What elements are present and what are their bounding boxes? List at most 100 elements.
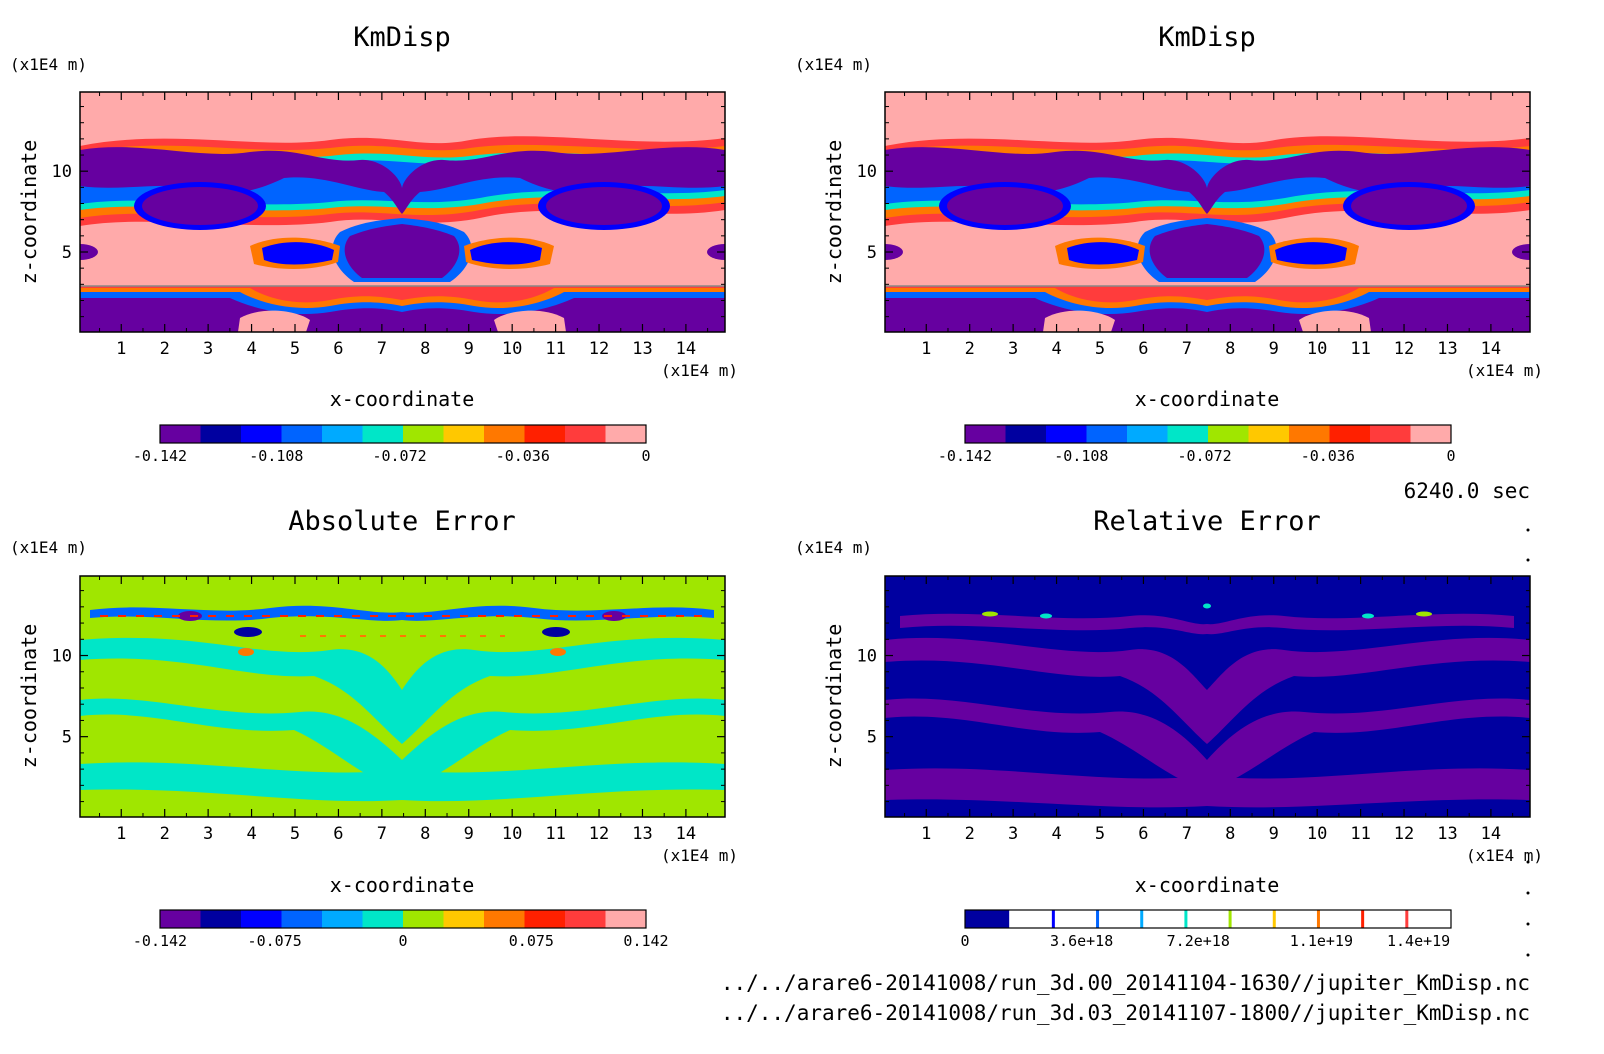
colorbar-swatch [281,910,323,928]
edge-marks [1526,528,1530,957]
x-tick-label: 10 [502,824,522,844]
colorbar-swatch [362,910,404,928]
x-tick-label: 3 [203,339,213,359]
colorbar-swatch [965,425,1006,443]
colorbar-swatch [1167,425,1209,443]
source-file-1: ../../arare6-20141008/run_3d.00_20141104… [721,971,1530,995]
x-tick-label: 7 [377,824,387,844]
colorbar-swatch [362,425,404,443]
colorbar-swatch [322,425,363,443]
field-patches-purple [885,637,1530,744]
x-axis: 1 2 3 4 5 6 7 8 9 10 11 12 13 14 [904,576,1514,844]
x-tick-label: 10 [1307,824,1327,844]
panel-title: Absolute Error [288,506,516,537]
time-label: 6240.0 sec [1404,479,1530,503]
field-error-spot [1040,613,1052,619]
x-tick-label: 13 [632,339,652,359]
colorbar: -0.142 -0.108 -0.072 -0.036 0 [133,424,651,465]
colorbar-tick-label: 0.142 [623,932,668,950]
panel-title: KmDisp [1158,22,1256,53]
x-tick-label: 2 [160,339,170,359]
colorbar-swatch [524,425,566,443]
x-tick-label: 11 [545,824,565,844]
x-tick-label: 1 [116,339,126,359]
colorbar-swatch [1208,425,1249,443]
x-tick-label: 9 [1269,824,1279,844]
x-tick-label: 1 [116,824,126,844]
panel-title: Relative Error [1093,506,1321,537]
field-streaks-cyan [80,637,725,744]
heatmap-field [80,92,725,332]
field-error-spot [1203,603,1211,609]
colorbar: -0.142 -0.108 -0.072 -0.036 0 [938,424,1456,465]
y-tick-label: 5 [867,728,877,748]
x-unit-label: (x1E4 m) [1466,361,1543,380]
x-tick-label: 4 [246,339,256,359]
panel-kmdisp-left: KmDisp (x1E4 m) [10,22,738,465]
y-axis-label: z-coordinate [822,624,846,769]
colorbar-tick-label: 0 [641,447,650,465]
field-eddy-right-core [1351,187,1467,225]
y-unit-label: (x1E4 m) [10,55,87,74]
colorbar-tick-label: -0.075 [248,932,302,950]
x-tick-label: 14 [676,339,696,359]
x-tick-label: 14 [1481,339,1501,359]
colorbar-tick-label: 7.2e+18 [1167,932,1230,950]
x-unit-label: (x1E4 m) [661,846,738,865]
y-axis: 5 10 [857,106,1530,318]
field-wing-left-core [262,242,334,265]
plot-frame [79,575,726,818]
y-unit-label: (x1E4 m) [795,538,872,557]
x-tick-label: 9 [464,824,474,844]
field-bottom-gap-left [1043,310,1115,332]
colorbar-tick-label: -0.142 [938,447,992,465]
colorbar-frame [964,909,1452,929]
field-error-spot [982,611,998,617]
panel-absolute-error: Absolute Error (x1E4 m) 1 2 3 4 5 6 7 8 9 10 11 12 1… [10,506,738,950]
colorbar-tick-label: -0.072 [1177,447,1231,465]
colorbar: -0.142 -0.075 0 0.075 0.142 [133,909,669,950]
x-tick-label: 8 [420,339,430,359]
panel-relative-error: Relative Error (x1E4 m) 1 2 3 4 5 6 7 8 9 10 11 12 1… [795,506,1543,950]
colorbar-swatch [1329,425,1371,443]
field-error-spot [550,648,566,656]
colorbar-swatch [241,425,282,443]
colorbar-swatch [1127,425,1168,443]
x-axis: 1 2 3 4 5 6 7 8 9 10 11 12 13 14 [99,92,709,359]
edge-mark [1526,953,1530,957]
x-tick-label: 12 [589,824,609,844]
heatmap-field-copy [885,92,1530,332]
colorbar-swatch [565,425,606,443]
field-eddy-left-core [947,187,1063,225]
x-axis-label: x-coordinate [330,873,475,897]
x-tick-label: 3 [1008,339,1018,359]
x-tick-label: 5 [290,824,300,844]
colorbar-swatch [403,425,444,443]
x-tick-label: 10 [1307,339,1327,359]
colorbar-tick-label: -0.036 [1301,447,1355,465]
field-central-stem-core [344,224,460,278]
field-error-spot [238,648,254,656]
y-tick-label: 5 [62,243,72,263]
edge-mark [1526,860,1530,864]
colorbar-swatch [443,425,485,443]
field-lobe-upper [885,147,1530,214]
colorbar-swatch [200,425,242,443]
field-band-top [80,92,725,128]
x-tick-label: 1 [921,339,931,359]
field-wing-right-core [1275,242,1347,265]
plot-frame [884,575,1531,818]
x-tick-label: 5 [1095,824,1105,844]
field-eddy-left-core [142,187,258,225]
colorbar-swatch [965,910,1010,928]
x-tick-label: 6 [1138,339,1148,359]
colorbar-swatch [1410,425,1452,443]
colorbar-frame [159,424,647,444]
colorbar-swatch [565,910,606,928]
field-error-spot [1362,613,1374,619]
field-streaks-cyan-low [80,698,725,790]
x-tick-label: 8 [420,824,430,844]
field-error-spot [1416,611,1432,617]
x-tick-label: 11 [1350,339,1370,359]
